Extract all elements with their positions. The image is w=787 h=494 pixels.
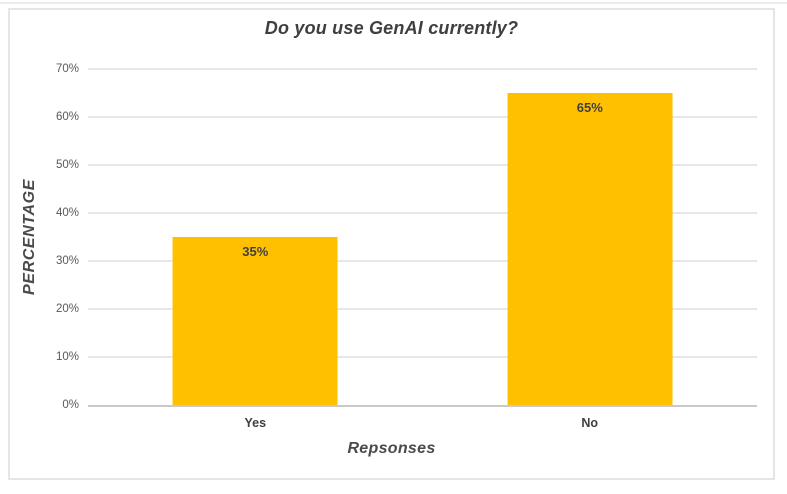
bar-data-label: 35% [242, 244, 269, 259]
gridline [88, 356, 757, 359]
x-category-label: Yes [244, 416, 267, 430]
bar-slot: 35% [88, 69, 423, 405]
y-tick-label: 70% [55, 63, 79, 75]
gridline [88, 164, 757, 166]
gridline [88, 116, 757, 118]
x-axis-category-labels: Yes No [88, 413, 757, 433]
gridline [88, 212, 757, 215]
chart-title: Do you use GenAI currently? [264, 18, 519, 38]
y-tick-label: 30% [55, 255, 79, 267]
x-category-label: No [581, 416, 599, 430]
bar-data-label: 65% [576, 100, 603, 116]
chart-object[interactable]: Do you use GenAI currently? PERCENTAGE 0… [8, 8, 775, 480]
gridline [88, 308, 757, 311]
page-top-edge-line [0, 2, 787, 4]
bar-slot: 65% [423, 69, 758, 405]
y-tick-label: 10% [55, 351, 79, 363]
y-tick-label: 60% [55, 111, 79, 123]
y-tick-label: 40% [55, 207, 79, 219]
y-tick-label: 20% [55, 303, 79, 315]
y-axis-tick-labels: 0% 10% 20% 30% 40% 50% 60% 70% [10, 63, 79, 411]
gridline [88, 260, 757, 262]
bar-yes[interactable]: 35% [172, 237, 338, 405]
plot-area: 35% 65% [88, 68, 758, 407]
bar-no[interactable]: 65% [507, 93, 673, 405]
y-tick-label: 0% [62, 399, 79, 411]
y-tick-label: 50% [55, 159, 79, 171]
gridline [88, 68, 757, 70]
x-axis-title: Repsonses [347, 440, 436, 457]
